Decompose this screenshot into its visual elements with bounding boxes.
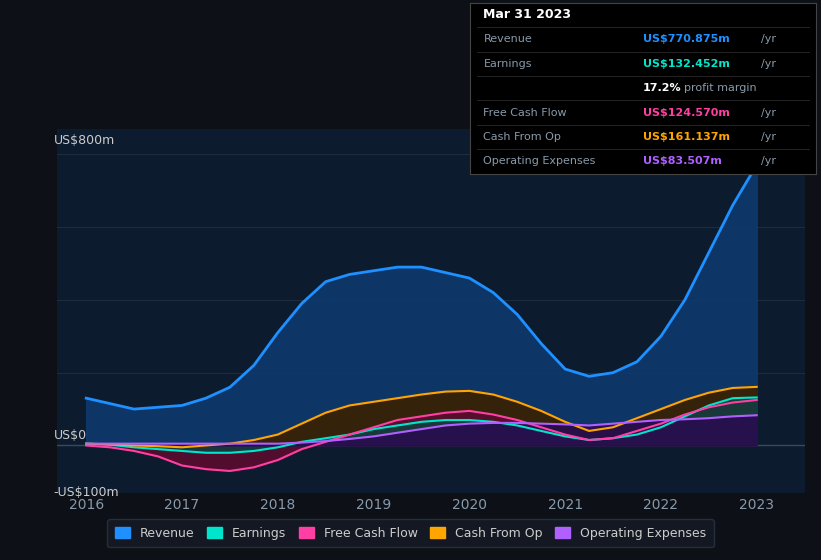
Text: US$0: US$0 xyxy=(53,429,87,442)
Text: -US$100m: -US$100m xyxy=(53,486,119,498)
Text: US$161.137m: US$161.137m xyxy=(643,132,730,142)
Text: Revenue: Revenue xyxy=(484,34,532,44)
Text: /yr: /yr xyxy=(760,34,776,44)
Text: US$800m: US$800m xyxy=(53,134,115,147)
Text: Mar 31 2023: Mar 31 2023 xyxy=(484,8,571,21)
Legend: Revenue, Earnings, Free Cash Flow, Cash From Op, Operating Expenses: Revenue, Earnings, Free Cash Flow, Cash … xyxy=(108,520,713,548)
Text: /yr: /yr xyxy=(760,156,776,166)
Text: US$83.507m: US$83.507m xyxy=(643,156,722,166)
Text: US$770.875m: US$770.875m xyxy=(643,34,730,44)
Text: Earnings: Earnings xyxy=(484,59,532,69)
Text: 17.2%: 17.2% xyxy=(643,83,681,93)
Text: profit margin: profit margin xyxy=(685,83,757,93)
Text: Operating Expenses: Operating Expenses xyxy=(484,156,596,166)
Text: /yr: /yr xyxy=(760,132,776,142)
Text: US$124.570m: US$124.570m xyxy=(643,108,730,118)
Text: Free Cash Flow: Free Cash Flow xyxy=(484,108,567,118)
Text: US$132.452m: US$132.452m xyxy=(643,59,730,69)
Text: /yr: /yr xyxy=(760,59,776,69)
Text: /yr: /yr xyxy=(760,108,776,118)
Text: Cash From Op: Cash From Op xyxy=(484,132,562,142)
